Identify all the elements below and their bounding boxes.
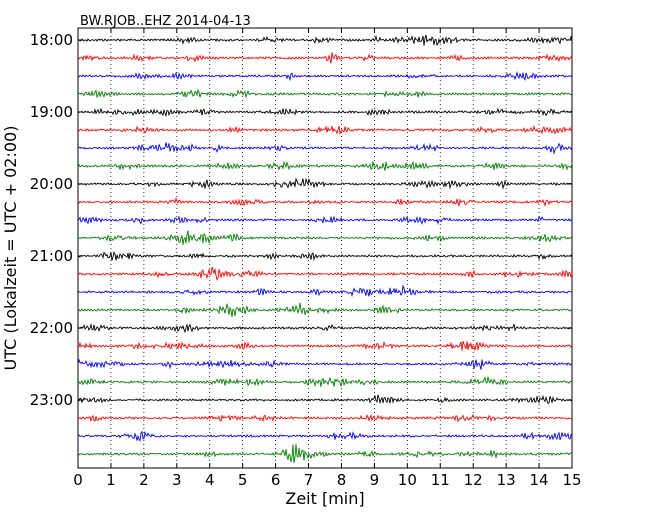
y-tick-label: 21:00	[30, 247, 73, 265]
seismic-trace-row	[77, 376, 573, 388]
seismic-trace-row	[77, 430, 573, 443]
x-tick-label: 11	[431, 471, 450, 489]
x-tick-label: 2	[139, 471, 149, 489]
x-tick-label: 1	[106, 471, 116, 489]
seismic-trace-row	[77, 142, 573, 155]
seismic-trace-row	[77, 413, 573, 423]
x-tick-label: 3	[172, 471, 182, 489]
seismic-trace-row	[77, 215, 573, 225]
seismic-trace-row	[77, 284, 573, 298]
x-tick-label: 12	[464, 471, 483, 489]
x-tick-label: 10	[398, 471, 417, 489]
x-tick-label: 7	[304, 471, 314, 489]
seismic-trace-row	[77, 70, 573, 82]
seismic-traces	[77, 34, 573, 464]
x-tick-label: 0	[73, 471, 83, 489]
seismic-trace-row	[77, 266, 573, 281]
seismic-trace-row	[77, 34, 573, 47]
seismic-trace-row	[77, 124, 573, 136]
seismic-trace-row	[77, 322, 573, 334]
x-axis-label: Zeit [min]	[285, 489, 364, 508]
seismic-trace-row	[77, 52, 573, 64]
seismic-trace-row	[77, 177, 573, 190]
x-tick-label: 14	[530, 471, 549, 489]
seismic-trace-row	[77, 340, 573, 351]
y-tick-label: 19:00	[30, 103, 73, 121]
seismic-trace-row	[77, 196, 573, 208]
x-axis-ticks: 0 1 2 3 4 5 6 7 8 9 10 11 12 13 14 15	[73, 28, 582, 489]
seismic-trace-row	[77, 160, 573, 171]
seismic-trace-row	[77, 251, 573, 261]
x-tick-label: 5	[238, 471, 248, 489]
x-tick-label: 9	[370, 471, 380, 489]
seismic-trace-row	[77, 107, 573, 118]
y-axis-ticks: 18:00 19:00 20:00 21:00 22:00 23:00	[30, 31, 572, 409]
x-tick-label: 4	[205, 471, 215, 489]
grid-lines	[110, 28, 540, 468]
x-tick-label: 15	[562, 471, 581, 489]
y-tick-label: 18:00	[30, 31, 73, 49]
seismic-trace-row	[77, 302, 573, 318]
x-tick-label: 13	[497, 471, 516, 489]
seismic-trace-row	[77, 358, 573, 370]
seismic-trace-row	[77, 88, 573, 99]
seismic-trace-row	[77, 444, 573, 464]
seismic-trace-row	[77, 394, 573, 405]
seismic-trace-row	[77, 230, 573, 246]
x-tick-label: 6	[271, 471, 281, 489]
y-tick-label: 20:00	[30, 175, 73, 193]
y-axis-label: UTC (Lokalzeit = UTC + 02:00)	[1, 126, 20, 371]
chart-title: BW.RJOB..EHZ 2014-04-13	[80, 14, 251, 29]
plot-area-frame	[77, 27, 573, 469]
y-tick-label: 23:00	[30, 391, 73, 409]
y-tick-label: 22:00	[30, 319, 73, 337]
x-tick-label: 8	[337, 471, 347, 489]
